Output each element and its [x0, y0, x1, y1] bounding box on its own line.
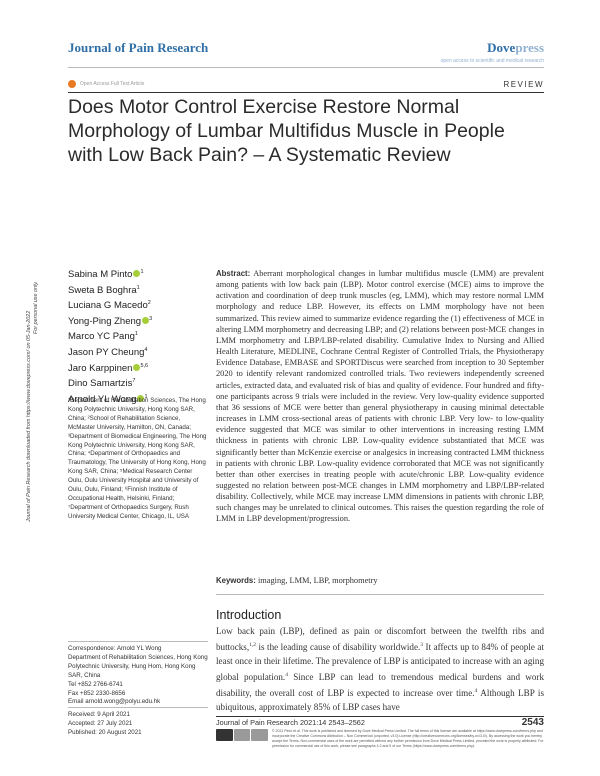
author-item[interactable]: Sabina M Pinto 1	[68, 266, 152, 282]
author-item[interactable]: Yong-Ping Zheng 3	[68, 313, 152, 329]
citation-ref[interactable]: 3	[420, 641, 424, 648]
author-affiliation-ref: 7	[132, 378, 136, 385]
author-item[interactable]: Dino Samartzis7	[68, 375, 152, 391]
side-watermark: Journal of Pain Research downloaded from…	[0, 182, 39, 522]
publication-dates: Received: 9 April 2021 Accepted: 27 July…	[68, 711, 208, 738]
author-item[interactable]: Jason PY Cheung4	[68, 344, 152, 360]
personal-use-notice: For personal use only.	[33, 281, 39, 334]
correspondence-address: Department of Rehabilitation Sciences, H…	[68, 653, 208, 679]
author-affiliation-ref: 3	[149, 315, 153, 322]
intro-part: is the leading cause of disability world…	[255, 641, 421, 652]
download-notice: Journal of Pain Research downloaded from…	[26, 310, 32, 522]
author-affiliation-ref: 1	[134, 331, 138, 338]
author-name: Jason PY Cheung	[68, 346, 145, 358]
affiliations: ¹Department of Rehabilitation Sciences, …	[68, 397, 208, 522]
intro-part: Although LBP is ubiquitous, approximatel…	[216, 687, 544, 712]
author-item[interactable]: Arnold YL Wong 1	[68, 391, 152, 407]
accepted-date: Accepted: 27 July 2021	[68, 719, 133, 727]
correspondence: Correspondence: Arnold YL Wong Departmen…	[68, 645, 208, 707]
footer-rule	[216, 716, 544, 717]
open-access-label: Open Access Full Text Article	[68, 80, 144, 88]
publisher-tagline: open access to scientific and medical re…	[440, 58, 544, 64]
citation-ref[interactable]: 4	[285, 671, 288, 678]
article-title: Does Motor Control Exercise Restore Norm…	[68, 96, 505, 166]
orcid-icon[interactable]	[133, 270, 141, 277]
author-name: Dino Samartzis	[68, 378, 133, 390]
author-affiliation-ref: 4	[144, 346, 148, 353]
author-name: Jaro Karppinen	[68, 362, 133, 374]
brand-light: press	[515, 40, 544, 55]
citation-ref[interactable]: 4	[474, 687, 478, 694]
affiliations-text: ¹Department of Rehabilitation Sciences, …	[68, 397, 207, 520]
orcid-icon[interactable]	[142, 316, 150, 324]
author-affiliation-ref: 1	[144, 393, 148, 400]
keywords-text: imaging, LMM, LBP, morphometry	[257, 576, 378, 585]
published-date: Published: 20 August 2021	[68, 728, 142, 736]
author-name: Yong-Ping Zheng	[68, 315, 142, 327]
open-access-text: Open Access Full Text Article	[80, 81, 145, 87]
license-text: © 2021 Pinto et al. This work is publish…	[272, 729, 544, 748]
author-item[interactable]: Luciana G Macedo2	[68, 297, 152, 313]
author-name: Sweta B Boghra	[68, 284, 137, 296]
author-name: Sabina M Pinto	[68, 269, 133, 280]
publisher-logo[interactable]: Dovepress	[487, 40, 544, 56]
correspondence-tel: Tel +852 2766-6741	[68, 680, 123, 688]
header-rule	[68, 67, 544, 68]
orcid-icon[interactable]	[133, 363, 141, 371]
abstract-label: Abstract:	[216, 269, 251, 278]
nc-icon	[251, 729, 269, 741]
author-name: Marco YC Pang	[68, 331, 135, 343]
keywords-label: Keywords:	[216, 576, 256, 585]
abstract-text: Aberrant morphological changes in lumbar…	[216, 269, 544, 524]
footer-citation: Journal of Pain Research 2021:14 2543–25…	[216, 718, 365, 727]
citation-ref[interactable]: 1,2	[249, 641, 256, 648]
correspondence-email[interactable]: Email arnold.wong@polyu.edu.hk	[68, 698, 161, 706]
intro-part: Low back pain (LBP), defined as pain or …	[216, 626, 544, 652]
keywords-rule	[216, 594, 544, 595]
author-affiliation-ref: 1	[140, 269, 144, 275]
page-number: 2543	[521, 717, 544, 728]
author-item[interactable]: Marco YC Pang1	[68, 328, 152, 344]
intro-part: It affects up to 84% of people at least …	[216, 641, 544, 682]
journal-name[interactable]: Journal of Pain Research	[68, 40, 209, 55]
received-date: Received: 9 April 2021	[68, 711, 130, 718]
author-affiliation-ref: 1	[136, 284, 140, 291]
dates-rule	[68, 707, 208, 708]
by-icon	[233, 729, 251, 741]
introduction-heading: Introduction	[216, 608, 282, 622]
article-type: REVIEW	[503, 80, 544, 89]
orcid-icon[interactable]	[137, 394, 145, 402]
cc-icon	[216, 729, 233, 741]
introduction-text: Low back pain (LBP), defined as pain or …	[216, 625, 544, 714]
cc-license-badge[interactable]	[216, 729, 269, 741]
correspondence-rule	[68, 641, 208, 642]
correspondence-fax: Fax +852 2330-8656	[68, 689, 126, 697]
author-list: Sabina M Pinto 1 Sweta B Boghra1 Luciana G …	[68, 266, 152, 406]
author-affiliation-ref: 2	[147, 300, 151, 307]
author-affiliation-ref: 5,6	[140, 362, 149, 369]
author-name: Arnold YL Wong	[68, 393, 137, 405]
intro-part: Since LBP can lead to tremendous medical…	[216, 671, 544, 698]
abstract: Abstract: Aberrant morphological changes…	[216, 268, 544, 525]
brand-main: Dove	[487, 40, 516, 55]
author-name: Luciana G Macedo	[68, 300, 148, 312]
author-item[interactable]: Jaro Karppinen 5,6	[68, 360, 152, 376]
author-item[interactable]: Sweta B Boghra1	[68, 282, 152, 298]
open-access-icon	[68, 80, 76, 88]
article-type-rule	[68, 92, 544, 93]
correspondence-name: Correspondence: Arnold YL Wong	[68, 645, 162, 652]
keywords: Keywords: imaging, LMM, LBP, morphometry	[216, 576, 544, 585]
